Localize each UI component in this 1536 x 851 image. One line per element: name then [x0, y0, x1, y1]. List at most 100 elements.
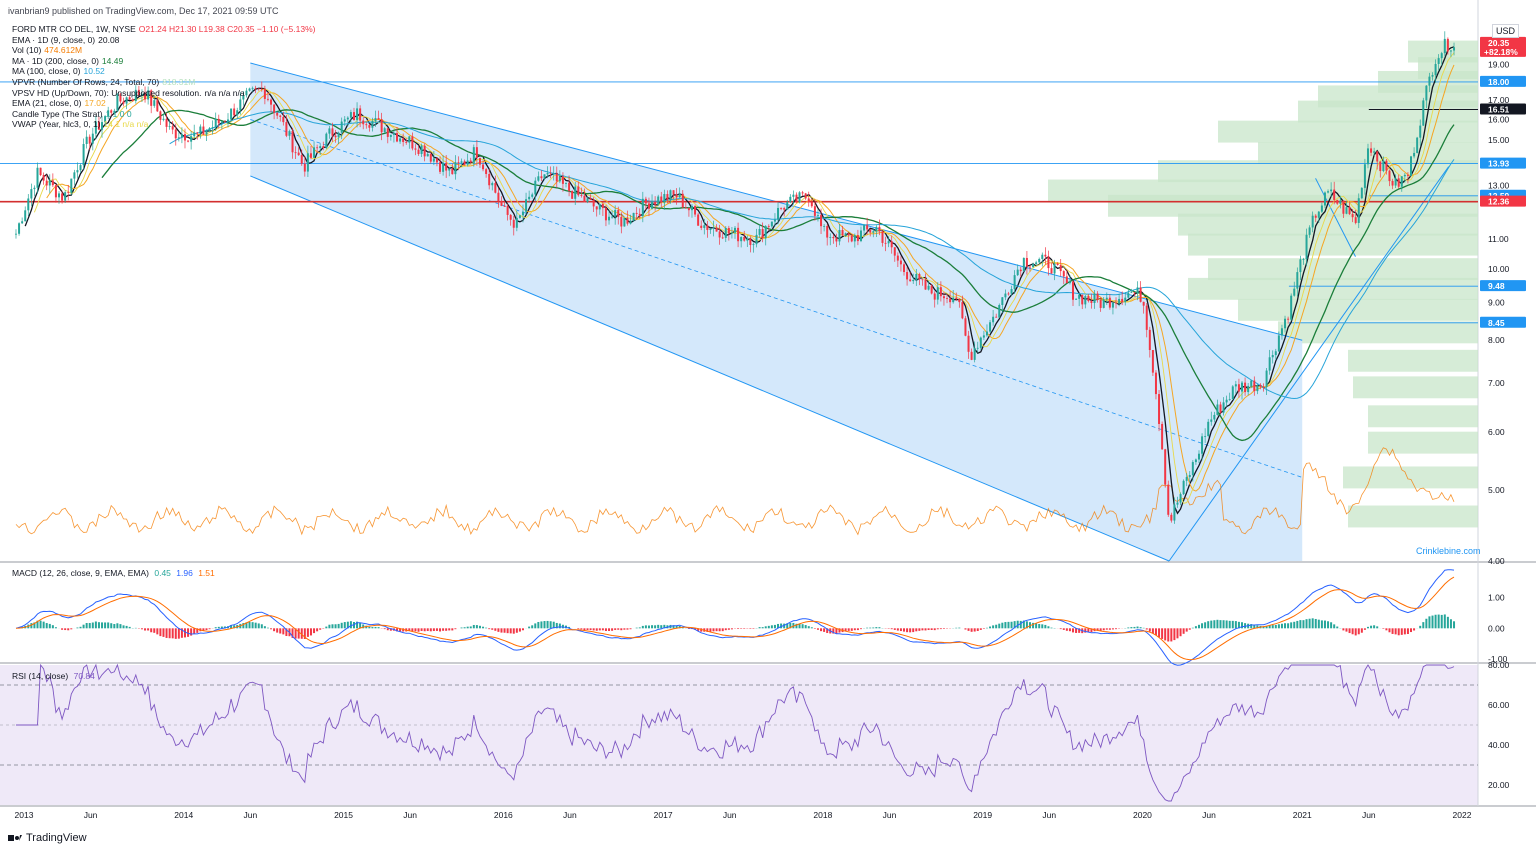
candle-body — [230, 108, 233, 120]
candle-body — [847, 233, 850, 236]
macd-histogram-bar — [1376, 626, 1379, 629]
macd-histogram-bar — [641, 625, 644, 629]
volume-profile-bar — [1188, 233, 1478, 256]
macd-histogram-bar — [313, 628, 316, 634]
candle-body — [362, 120, 365, 125]
macd-histogram-bar — [1453, 621, 1456, 629]
macd-histogram-bar — [1050, 627, 1053, 629]
macd-histogram-bar — [697, 628, 700, 631]
candle-body — [349, 112, 352, 118]
candle-body — [282, 116, 285, 123]
candle-body — [795, 194, 798, 203]
watermark: Crinklebine.com — [1416, 546, 1481, 556]
legend-row: VWAP (Year, hlc3, 0, 1) 14.1 n/a n/a — [12, 119, 316, 130]
currency-label[interactable]: USD — [1492, 24, 1520, 38]
candle-body — [448, 168, 451, 171]
legend-label: Vol (10) — [12, 45, 42, 56]
tradingview-logo[interactable]: TradingView — [8, 832, 87, 844]
macd-legend: MACD (12, 26, close, 9, EMA, EMA) 0.45 1… — [12, 568, 215, 578]
macd-histogram-bar — [346, 621, 349, 629]
candle-body — [79, 165, 82, 171]
candle-body — [1385, 160, 1388, 171]
macd-histogram-bar — [1314, 618, 1317, 629]
macd-histogram-bar — [1038, 624, 1041, 629]
macd-histogram-bar — [30, 623, 33, 629]
candle-body — [1382, 160, 1385, 172]
macd-histogram-bar — [491, 628, 494, 630]
candle-body — [1360, 187, 1363, 199]
candle-body — [1108, 297, 1111, 308]
candle-body — [1345, 207, 1348, 214]
candle-body — [343, 119, 346, 122]
macd-histogram-bar — [1145, 628, 1148, 630]
candle-body — [823, 225, 826, 227]
macd-histogram-bar — [1176, 628, 1179, 639]
candle-body — [183, 134, 186, 141]
price-series — [14, 31, 1456, 524]
candle-body — [1431, 75, 1434, 77]
candle-body — [426, 154, 429, 157]
macd-histogram-bar — [927, 628, 930, 631]
macd-histogram-bar — [727, 628, 730, 630]
macd-histogram-bar — [1041, 624, 1044, 629]
candle-body — [979, 337, 982, 348]
rsi-tick-label: 20.00 — [1488, 780, 1510, 790]
macd-histogram-bar — [764, 626, 767, 629]
macd-histogram-bar — [816, 628, 819, 630]
macd-histogram-bar — [61, 628, 64, 630]
candle-body — [601, 204, 604, 209]
macd-histogram-bar — [1366, 626, 1369, 629]
candle-body — [248, 88, 251, 91]
candle-body — [113, 110, 116, 113]
macd-histogram-bar — [270, 628, 273, 630]
macd-histogram-bar — [1216, 619, 1219, 629]
macd-histogram-bar — [1446, 616, 1449, 629]
volume-profile-bar — [1348, 349, 1478, 372]
candle-body — [1268, 357, 1271, 371]
candle-body — [534, 180, 537, 195]
macd-histogram-bar — [964, 628, 967, 630]
candle-body — [853, 235, 856, 242]
macd-histogram-bar — [506, 628, 509, 634]
macd-histogram-bar — [509, 628, 512, 634]
macd-histogram-bar — [36, 620, 39, 629]
macd-histogram-bar — [810, 627, 813, 629]
candle-body — [454, 162, 457, 175]
legend-row: EMA (21, close, 0) 17.02 — [12, 98, 316, 109]
candle-body — [761, 228, 764, 239]
macd-histogram-bar — [967, 628, 970, 631]
macd-histogram-bar — [1345, 628, 1348, 632]
candle-body — [1130, 292, 1133, 294]
macd-histogram-bar — [611, 628, 614, 631]
x-tick-label: Jun — [1042, 810, 1056, 820]
macd-histogram-bar — [171, 628, 174, 639]
candle-body — [1191, 462, 1194, 476]
candle-body — [1290, 295, 1293, 320]
candle-body — [21, 221, 24, 224]
macd-histogram-bar — [101, 622, 104, 629]
candle-body — [1062, 271, 1065, 277]
macd-histogram-bar — [654, 625, 657, 629]
candle-body — [632, 212, 635, 221]
candle-body — [1231, 386, 1234, 400]
candle-body — [475, 147, 478, 158]
macd-histogram-bar — [1084, 628, 1087, 633]
candle-body — [1161, 423, 1164, 450]
candle-body — [724, 227, 727, 238]
candle-body — [727, 227, 730, 234]
macd-histogram-bar — [543, 621, 546, 629]
macd-histogram-bar — [893, 628, 896, 630]
macd-histogram-bar — [838, 628, 841, 633]
candle-body — [620, 216, 623, 227]
macd-histogram-bar — [1047, 626, 1050, 629]
macd-histogram-bar — [1284, 623, 1287, 629]
macd-histogram-bar — [921, 628, 924, 631]
macd-histogram-bar — [349, 621, 352, 629]
candle-body — [1065, 276, 1068, 284]
candle-body — [233, 108, 236, 116]
candle-body — [844, 233, 847, 236]
candle-body — [1068, 281, 1071, 284]
y-tick-label: 10.00 — [1488, 264, 1510, 274]
price-tag-bg — [1480, 195, 1526, 207]
